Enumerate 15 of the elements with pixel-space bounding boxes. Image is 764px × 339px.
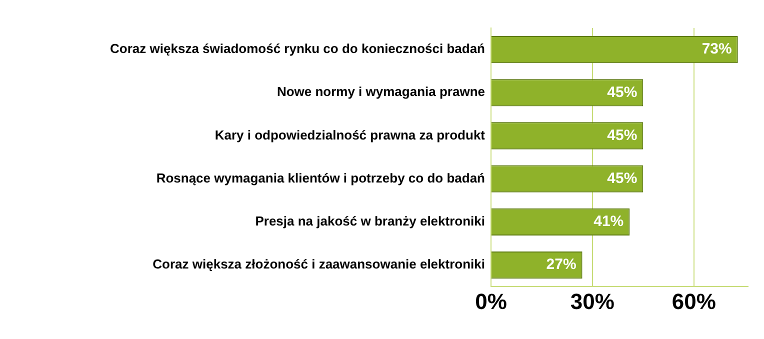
data-label: 45%: [607, 84, 638, 101]
y-tick-label: Nowe normy i wymagania prawne: [276, 84, 485, 100]
data-label: 27%: [546, 256, 576, 274]
x-tick-label: 60%: [672, 288, 716, 314]
y-tick-label: Coraz większa świadomość rynku co do konieczności badań: [110, 41, 486, 56]
x-tick-label: 0%: [475, 288, 507, 314]
data-label: 45%: [607, 126, 638, 144]
data-label: 45%: [607, 170, 638, 187]
y-tick-label: Presja na jakość w branży elektroniki: [255, 214, 485, 229]
y-tick-label: Coraz większa złożoność i zaawansowanie elektroniki: [152, 256, 485, 272]
data-label: 41%: [594, 213, 624, 230]
y-tick-label: Kary i odpowiedzialność prawna za produkt: [214, 127, 486, 142]
y-tick-label: Rosnące wymagania klientów i potrzeby co do badań: [156, 170, 486, 186]
data-label: 73%: [702, 40, 732, 58]
x-tick-label: 30%: [570, 288, 614, 314]
